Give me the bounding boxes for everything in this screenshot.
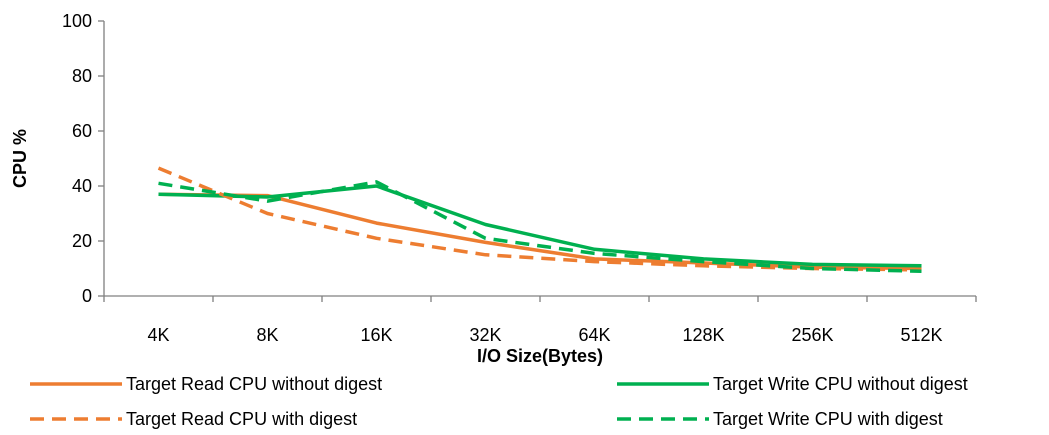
series-line-4 <box>158 180 922 274</box>
x-axis-title: I/O Size(Bytes) <box>477 346 603 366</box>
x-tick-label: 8K <box>256 325 278 345</box>
y-tick-label: 0 <box>82 286 92 306</box>
y-tick-label: 100 <box>62 11 92 31</box>
legend-label: Target Write CPU without digest <box>713 374 968 394</box>
y-tick-label: 80 <box>72 66 92 86</box>
series-lines <box>157 166 922 274</box>
legend-label: Target Write CPU with digest <box>713 409 943 429</box>
y-tick-label: 20 <box>72 231 92 251</box>
x-tick-label: 16K <box>360 325 392 345</box>
y-tick-label: 60 <box>72 121 92 141</box>
x-tick-label: 256K <box>791 325 833 345</box>
series-line-3 <box>157 166 922 272</box>
x-tick-label: 32K <box>469 325 501 345</box>
x-tick-label: 512K <box>900 325 942 345</box>
x-tick-label: 64K <box>578 325 610 345</box>
y-axis-ticks: 0 20 40 60 80 100 <box>62 11 104 306</box>
x-axis-ticks: 4K 8K 16K 32K 64K 128K 256K 512K <box>103 296 977 345</box>
series-line-1 <box>158 192 922 271</box>
y-tick-label: 40 <box>72 176 92 196</box>
legend-label: Target Read CPU with digest <box>126 409 357 429</box>
y-axis-title: CPU % <box>10 129 30 188</box>
x-tick-label: 128K <box>682 325 724 345</box>
legend: Target Read CPU without digest Target Wri… <box>30 374 968 429</box>
series-line-2 <box>158 184 922 268</box>
x-tick-label: 4K <box>147 325 169 345</box>
legend-label: Target Read CPU without digest <box>126 374 382 394</box>
